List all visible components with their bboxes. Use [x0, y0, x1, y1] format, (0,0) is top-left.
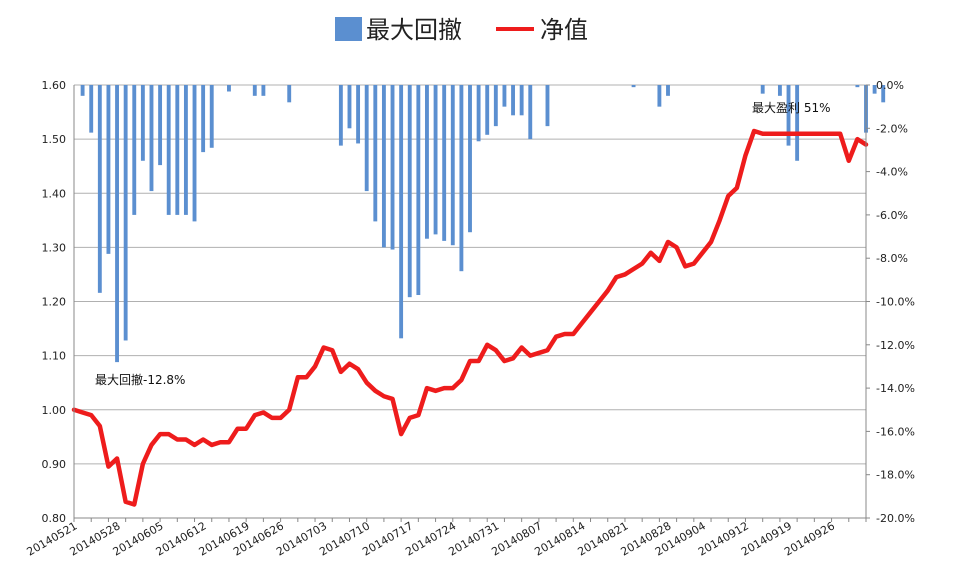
left-tick-label: 0.80	[42, 512, 67, 525]
drawdown-bar	[183, 85, 188, 215]
legend-label-drawdown: 最大回撤	[366, 16, 462, 44]
drawdown-bar	[760, 85, 765, 94]
drawdown-bar	[356, 85, 361, 144]
drawdown-bar	[468, 85, 472, 233]
left-tick-label: 0.90	[42, 458, 67, 471]
drawdown-bar	[132, 85, 137, 215]
drawdown-bar	[777, 85, 782, 96]
drawdown-bar	[459, 85, 464, 272]
drawdown-bar	[338, 85, 343, 146]
drawdown-bar	[795, 85, 800, 161]
drawdown-bar	[80, 85, 85, 96]
drawdown-bar	[381, 85, 386, 248]
drawdown-bar	[149, 85, 154, 192]
drawdown-bar	[425, 85, 429, 239]
drawdown-bar	[511, 85, 515, 116]
annotation-max-profit: 最大盈利 51%	[752, 101, 831, 115]
drawdown-bar	[89, 85, 94, 133]
right-tick-label: -14.0%	[876, 382, 915, 395]
drawdown-bar	[115, 85, 119, 363]
drawdown-bar	[666, 85, 670, 96]
legend: 最大回撤 净值	[335, 16, 588, 44]
right-tick-label: -8.0%	[876, 252, 908, 265]
drawdown-bar	[631, 85, 636, 88]
left-tick-label: 1.60	[42, 79, 67, 92]
right-tick-label: -10.0%	[876, 296, 915, 309]
left-tick-label: 1.20	[42, 296, 67, 309]
right-tick-label: -18.0%	[876, 469, 915, 482]
drawdown-bar	[201, 85, 206, 153]
nav-line-layer	[71, 128, 869, 507]
drawdown-bar	[166, 85, 171, 215]
drawdown-bar	[855, 85, 860, 88]
drawdown-bar	[399, 85, 404, 339]
drawdown-bar	[657, 85, 662, 107]
drawdown-bar	[140, 85, 145, 161]
left-tick-label: 1.30	[42, 241, 67, 254]
drawdown-bars	[80, 85, 886, 363]
annotation-max-drawdown: 最大回撤-12.8%	[95, 372, 185, 387]
legend-label-nav: 净值	[540, 16, 588, 44]
drawdown-bar	[97, 85, 102, 293]
drawdown-bar	[261, 85, 266, 96]
drawdown-bar	[407, 85, 412, 298]
drawdown-bar	[106, 85, 111, 254]
drawdown-bar	[519, 85, 524, 116]
annotations: 最大回撤-12.8% 最大盈利 51%	[95, 101, 831, 387]
left-tick-label: 1.10	[42, 350, 67, 363]
drawdown-bar	[545, 85, 550, 127]
drawdown-bar	[442, 85, 447, 241]
drawdown-bar	[390, 85, 395, 250]
drawdown-bar	[881, 85, 886, 103]
drawdown-bar	[528, 85, 533, 140]
right-axis-ticks: 0.0% -2.0% -4.0% -6.0% -8.0% -10.0% -12.0% -14.…	[866, 79, 915, 525]
nav-line	[71, 128, 869, 507]
right-tick-label: 0.0%	[876, 79, 904, 92]
drawdown-bar	[175, 85, 180, 215]
drawdown-bar	[502, 85, 507, 107]
drawdown-bar	[476, 85, 481, 142]
drawdown-bar	[493, 85, 498, 127]
right-tick-label: -4.0%	[876, 166, 908, 179]
drawdown-bar	[373, 85, 378, 222]
drawdown-bar	[252, 85, 257, 96]
drawdown-bar	[227, 85, 231, 92]
drawdown-bar	[347, 85, 352, 129]
drawdown-bar	[416, 85, 421, 296]
drawdown-bar	[450, 85, 455, 246]
drawdown-bar	[209, 85, 214, 148]
left-tick-label: 1.50	[42, 133, 67, 146]
drawdown-bar	[786, 85, 791, 146]
drawdown-bar	[158, 85, 163, 166]
x-axis-ticks: 2014052120140528201406052014061220140619…	[25, 518, 867, 559]
drawdown-bar	[123, 85, 128, 341]
left-axis-ticks: 0.80 0.90 1.00 1.10 1.20 1.30 1.40 1.50 1.60	[42, 79, 67, 525]
drawdown-bar	[485, 85, 490, 135]
right-tick-label: -16.0%	[876, 425, 915, 438]
legend-swatch-drawdown	[335, 17, 362, 41]
drawdown-bar	[364, 85, 369, 192]
left-tick-label: 1.00	[42, 404, 67, 417]
drawdown-bar	[872, 85, 877, 94]
drawdown-bar	[287, 85, 292, 103]
right-tick-label: -2.0%	[876, 122, 908, 135]
drawdown-bar	[433, 85, 438, 235]
right-tick-label: -20.0%	[876, 512, 915, 525]
right-tick-label: -6.0%	[876, 209, 908, 222]
left-tick-label: 1.40	[42, 187, 67, 200]
drawdown-bar	[192, 85, 197, 222]
right-tick-label: -12.0%	[876, 339, 915, 352]
